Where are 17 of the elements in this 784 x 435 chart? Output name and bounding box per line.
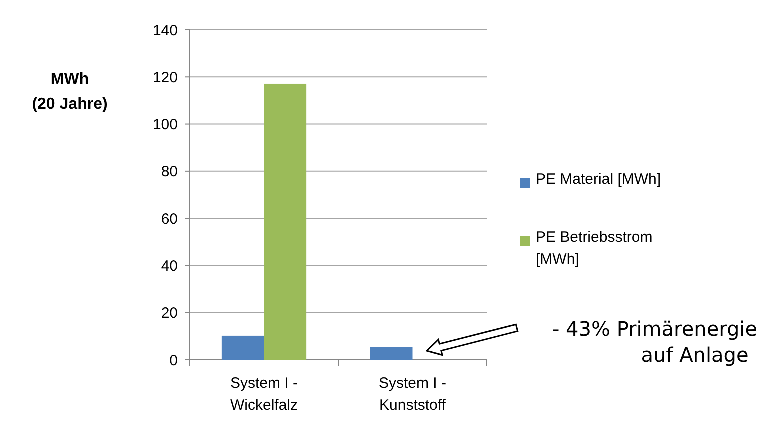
- y-tick-label: 120: [152, 69, 178, 86]
- y-axis-title: MWh (20 Jahre): [32, 71, 108, 113]
- legend-label: PE Betriebsstrom [MWh]: [536, 229, 653, 268]
- y-tick-label: 40: [161, 258, 178, 275]
- y-tick-label: 100: [152, 116, 178, 134]
- y-tick-label: 0: [170, 352, 178, 370]
- y-tick-label: 20: [161, 305, 178, 322]
- legend-label: PE Material [MWh]: [536, 171, 662, 188]
- x-tick-label: System I - Kunststoff: [378, 375, 447, 414]
- y-tick-label: 140: [152, 22, 178, 40]
- bar: [264, 84, 307, 360]
- y-tick-label: 80: [161, 164, 178, 181]
- bar: [222, 336, 264, 360]
- y-tick-label: 60: [161, 210, 178, 228]
- text: - 43% Primärenergie auf Anlage: [552, 317, 758, 367]
- bar: [370, 347, 413, 360]
- x-tick-label: System I - Wickelfalz: [230, 375, 298, 414]
